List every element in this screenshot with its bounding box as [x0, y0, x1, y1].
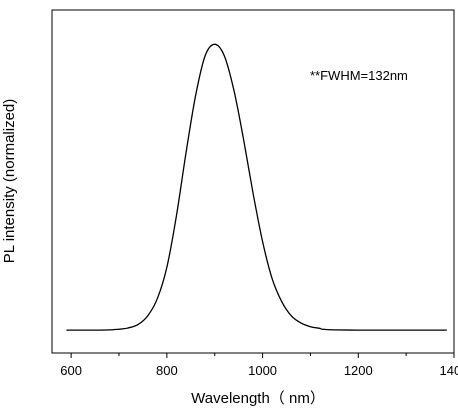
- x-tick-label: 1400: [440, 363, 458, 378]
- x-tick-label: 1000: [248, 363, 277, 378]
- x-axis-tick-labels: 600 800 1000 1200 1400: [60, 363, 458, 378]
- y-axis-title: PL intensity (normalized): [1, 99, 18, 264]
- spectrum-line: [66, 43, 447, 331]
- x-axis-title: Wavelength（ nm）: [191, 390, 325, 407]
- fwhm-annotation: **FWHM=132nm: [310, 68, 408, 83]
- x-axis-ticks: [70, 353, 455, 358]
- x-tick-label: 1200: [344, 363, 373, 378]
- x-tick-label: 600: [60, 363, 82, 378]
- plot-frame: [51, 9, 455, 354]
- x-tick-label: 800: [156, 363, 178, 378]
